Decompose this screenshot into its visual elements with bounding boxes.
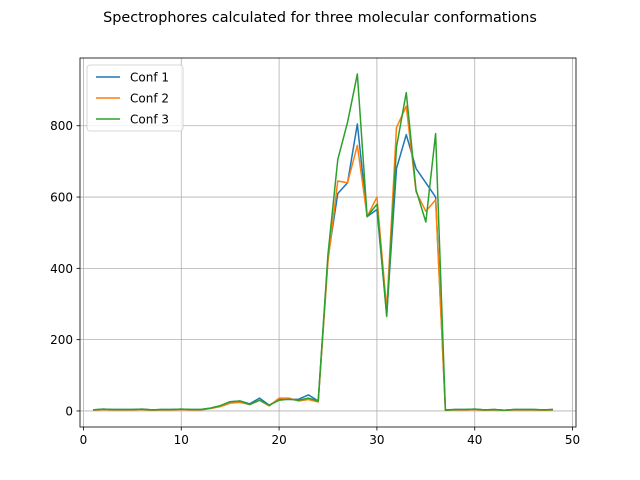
grid xyxy=(80,58,576,427)
y-tick-label: 400 xyxy=(50,262,73,276)
series-line-3 xyxy=(93,73,554,411)
x-tick-label: 20 xyxy=(271,433,286,447)
x-tick-label: 50 xyxy=(565,433,580,447)
x-tick-label: 40 xyxy=(467,433,482,447)
plot-frame xyxy=(79,57,577,428)
legend-label: Conf 3 xyxy=(130,113,169,127)
series-layer xyxy=(93,73,554,411)
chart-title: Spectrophores calculated for three molec… xyxy=(103,10,537,26)
y-tick-label: 800 xyxy=(50,119,73,133)
y-tick-label: 600 xyxy=(50,191,73,205)
legend-label: Conf 2 xyxy=(130,92,169,106)
legend-box xyxy=(86,64,184,132)
x-tick-label: 10 xyxy=(174,433,189,447)
x-axis: 0 10 20 30 40 50 xyxy=(80,427,580,447)
x-tick-label: 0 xyxy=(80,433,88,447)
y-tick-label: 0 xyxy=(65,404,73,418)
legend: Conf 1 Conf 2 Conf 3 xyxy=(86,64,184,132)
y-axis: 0 200 400 600 800 xyxy=(50,119,80,418)
x-tick-label: 30 xyxy=(369,433,384,447)
y-tick-label: 200 xyxy=(50,333,73,347)
legend-label: Conf 1 xyxy=(130,71,169,85)
